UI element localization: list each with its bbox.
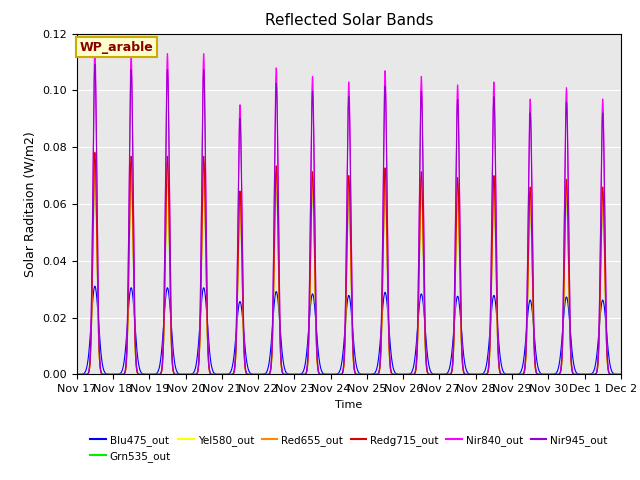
Red655_out xyxy=(441,372,449,377)
Redg715_out xyxy=(616,372,624,377)
Nir945_out xyxy=(617,372,625,377)
Nir840_out xyxy=(441,372,449,377)
Nir840_out xyxy=(617,372,625,377)
Yel580_out xyxy=(441,372,449,377)
Redg715_out xyxy=(441,372,449,377)
Grn535_out xyxy=(616,372,624,377)
Nir840_out xyxy=(329,372,337,377)
Line: Yel580_out: Yel580_out xyxy=(77,166,621,374)
Grn535_out xyxy=(441,372,449,377)
Nir945_out xyxy=(616,372,624,377)
Red655_out xyxy=(617,372,625,377)
Redg715_out xyxy=(91,150,99,156)
Blu475_out xyxy=(171,360,179,366)
Grn535_out xyxy=(91,166,99,172)
Nir945_out xyxy=(329,372,337,377)
Yel580_out xyxy=(73,372,81,377)
Redg715_out xyxy=(502,372,509,377)
Nir840_out xyxy=(171,372,179,377)
Nir945_out xyxy=(91,61,99,67)
Red655_out xyxy=(502,372,509,377)
Nir840_out xyxy=(91,45,99,51)
Text: WP_arable: WP_arable xyxy=(79,41,153,54)
Grn535_out xyxy=(471,372,479,377)
Line: Nir945_out: Nir945_out xyxy=(77,64,621,374)
Blu475_out xyxy=(73,372,81,377)
Blu475_out xyxy=(329,372,337,377)
Red655_out xyxy=(471,372,479,377)
Blu475_out xyxy=(502,371,509,377)
Nir840_out xyxy=(616,372,624,377)
Blu475_out xyxy=(91,283,99,289)
Red655_out xyxy=(73,372,81,377)
Yel580_out xyxy=(502,372,509,377)
Blu475_out xyxy=(441,372,449,377)
Grn535_out xyxy=(502,372,509,377)
Red655_out xyxy=(616,372,624,377)
Blu475_out xyxy=(617,372,625,377)
Nir945_out xyxy=(471,372,479,377)
Y-axis label: Solar Raditaion (W/m2): Solar Raditaion (W/m2) xyxy=(24,131,36,277)
Yel580_out xyxy=(617,372,625,377)
Grn535_out xyxy=(73,372,81,377)
Line: Redg715_out: Redg715_out xyxy=(77,153,621,374)
Red655_out xyxy=(171,372,179,377)
Line: Blu475_out: Blu475_out xyxy=(77,286,621,374)
Nir945_out xyxy=(441,372,449,377)
Grn535_out xyxy=(329,372,337,377)
Title: Reflected Solar Bands: Reflected Solar Bands xyxy=(264,13,433,28)
Yel580_out xyxy=(471,372,479,377)
Grn535_out xyxy=(617,372,625,377)
Yel580_out xyxy=(616,372,624,377)
Yel580_out xyxy=(171,372,179,377)
Legend: Blu475_out, Grn535_out, Yel580_out, Red655_out, Redg715_out, Nir840_out, Nir945_: Blu475_out, Grn535_out, Yel580_out, Red6… xyxy=(86,431,612,466)
Redg715_out xyxy=(617,372,625,377)
Nir945_out xyxy=(73,372,81,377)
Nir945_out xyxy=(171,372,179,377)
Line: Red655_out: Red655_out xyxy=(77,159,621,374)
Redg715_out xyxy=(171,372,179,377)
Nir840_out xyxy=(502,372,509,377)
Redg715_out xyxy=(329,372,337,377)
Nir840_out xyxy=(73,372,81,377)
Line: Grn535_out: Grn535_out xyxy=(77,169,621,374)
Nir945_out xyxy=(502,372,509,377)
Yel580_out xyxy=(91,163,99,168)
Grn535_out xyxy=(171,372,179,377)
Blu475_out xyxy=(471,372,479,377)
Blu475_out xyxy=(616,372,624,377)
Nir840_out xyxy=(471,372,479,377)
Red655_out xyxy=(329,372,337,377)
Red655_out xyxy=(91,156,99,162)
X-axis label: Time: Time xyxy=(335,400,362,409)
Redg715_out xyxy=(471,372,479,377)
Line: Nir840_out: Nir840_out xyxy=(77,48,621,374)
Yel580_out xyxy=(329,372,337,377)
Redg715_out xyxy=(73,372,81,377)
